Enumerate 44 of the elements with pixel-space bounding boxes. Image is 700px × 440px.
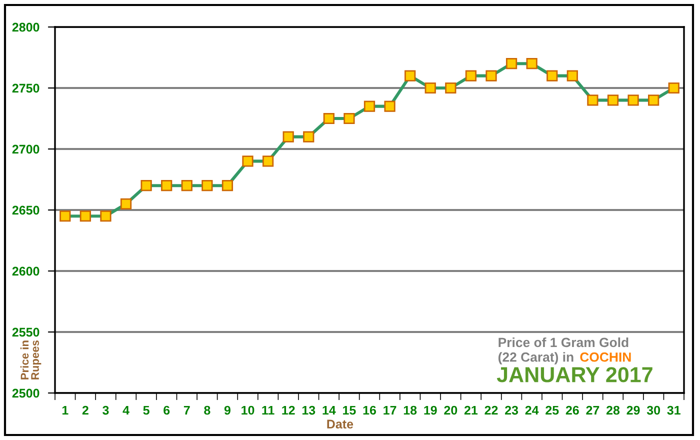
- x-tick-label: 31: [667, 406, 680, 415]
- x-axis-title: Date: [327, 420, 354, 429]
- y-tick-label: 2550: [12, 328, 40, 337]
- x-tick-label: 6: [164, 406, 170, 415]
- x-tick-label: 18: [404, 406, 417, 415]
- x-tick-label: 7: [184, 406, 190, 415]
- x-tick-label: 20: [444, 406, 458, 415]
- y-axis-title: Price in Rupees: [20, 340, 42, 380]
- x-tick-label: 14: [322, 406, 336, 415]
- x-tick-label: 5: [143, 406, 150, 415]
- y-tick-label: 2500: [12, 388, 40, 398]
- x-tick-label: 29: [626, 406, 640, 415]
- annotation: JANUARY 2017: [496, 367, 652, 382]
- x-tick-label: 19: [424, 406, 437, 415]
- x-tick-label: 13: [302, 406, 316, 415]
- x-tick-label: 15: [343, 406, 356, 415]
- x-tick-label: 2: [82, 406, 88, 415]
- y-tick-label: 2600: [12, 266, 40, 276]
- annotation: Price of 1 Gram Gold: [498, 337, 628, 348]
- annotation: (22 Carat) in: [498, 352, 574, 364]
- x-tick-label: 28: [606, 406, 620, 415]
- x-tick-label: 27: [586, 406, 600, 415]
- x-tick-label: 12: [282, 406, 295, 415]
- x-tick-label: 24: [525, 406, 539, 415]
- x-tick-label: 9: [224, 406, 230, 415]
- x-tick-label: 3: [102, 406, 109, 415]
- y-tick-label: 2750: [12, 84, 40, 93]
- x-tick-label: 8: [204, 406, 210, 415]
- annotation: COCHIN: [580, 352, 631, 362]
- x-tick-label: 26: [566, 406, 579, 415]
- x-tick-label: 21: [464, 406, 478, 415]
- y-tick-label: 2650: [12, 206, 40, 215]
- x-tick-label: 23: [505, 406, 518, 415]
- x-tick-label: 1: [62, 406, 68, 415]
- x-tick-label: 16: [363, 406, 376, 415]
- y-tick-label: 2800: [12, 22, 40, 32]
- x-tick-label: 22: [484, 406, 498, 415]
- x-tick-label: 30: [646, 406, 660, 415]
- x-tick-label: 25: [546, 406, 559, 415]
- x-tick-label: 4: [122, 406, 130, 415]
- x-tick-label: 10: [242, 406, 254, 415]
- x-tick-label: 17: [384, 406, 396, 415]
- y-tick-label: 2700: [12, 144, 40, 154]
- x-tick-label: 11: [262, 406, 274, 415]
